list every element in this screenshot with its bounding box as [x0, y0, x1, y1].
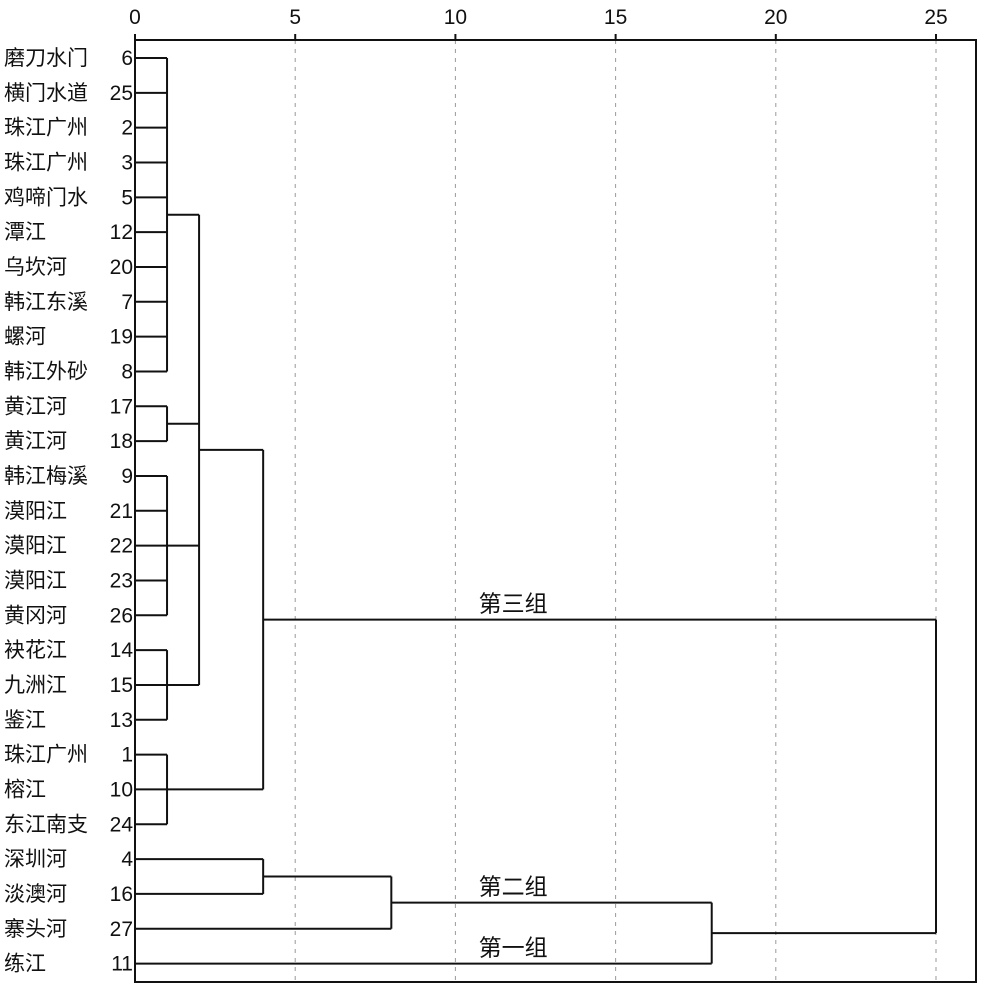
leaf-name: 淡澳河 — [4, 882, 67, 906]
x-tick-label: 5 — [289, 6, 301, 29]
leaf-id: 15 — [110, 674, 133, 697]
leaf-id: 10 — [110, 778, 133, 801]
leaf-name: 黄冈河 — [4, 603, 67, 627]
leaf-id: 24 — [110, 813, 134, 836]
leaf-id: 26 — [110, 604, 133, 627]
leaf-labels: 磨刀水门 6 横门水道 25 珠江广州 2 珠江广州 3 鸡啼门水 5 潭江 12 乌坎河 20 韩江东溪 7… — [4, 46, 133, 976]
leaf-name: 袂花江 — [4, 638, 67, 662]
leaf-name: 韩江东溪 — [4, 290, 88, 314]
x-tick-label: 15 — [604, 6, 627, 29]
leaf-id: 1 — [121, 744, 133, 767]
leaf-name: 横门水道 — [4, 81, 88, 105]
leaf-name: 乌坎河 — [4, 255, 67, 279]
group-label: 第三组 — [479, 592, 548, 618]
leaf-name: 榕江 — [4, 777, 46, 801]
leaf-name: 磨刀水门 — [4, 46, 88, 70]
leaf-id: 6 — [121, 47, 133, 70]
leaf-name: 鉴江 — [4, 708, 46, 732]
leaf-id: 17 — [110, 395, 133, 418]
x-axis: 0 5 10 15 20 25 — [129, 6, 948, 40]
leaf-id: 27 — [110, 918, 133, 941]
leaf-id: 7 — [121, 291, 133, 314]
leaf-name: 韩江外砂 — [4, 359, 88, 383]
leaf-id: 21 — [110, 500, 133, 523]
x-tick-label: 20 — [764, 6, 787, 29]
leaf-name: 韩江梅溪 — [4, 464, 88, 488]
leaf-name: 漠阳江 — [4, 568, 67, 592]
leaf-name: 东江南支 — [4, 812, 88, 836]
leaf-name: 九洲江 — [4, 673, 67, 697]
leaf-id: 13 — [110, 709, 133, 732]
leaf-id: 20 — [110, 256, 133, 279]
plot-frame — [134, 39, 977, 983]
leaf-name: 珠江广州 — [4, 150, 88, 174]
leaf-name: 深圳河 — [4, 847, 67, 871]
group-label: 第二组 — [479, 875, 548, 901]
dendrogram-links — [135, 57, 937, 965]
leaf-name: 螺河 — [4, 325, 46, 349]
leaf-id: 16 — [110, 883, 133, 906]
leaf-id: 4 — [121, 848, 133, 871]
leaf-id: 12 — [110, 221, 133, 244]
leaf-name: 珠江广州 — [4, 116, 88, 140]
leaf-id: 22 — [110, 535, 133, 558]
leaf-name: 潭江 — [4, 220, 46, 244]
leaf-name: 漠阳江 — [4, 499, 67, 523]
x-tick-label: 10 — [444, 6, 467, 29]
leaf-id: 9 — [121, 465, 133, 488]
leaf-id: 14 — [110, 639, 134, 662]
leaf-id: 8 — [121, 360, 133, 383]
leaf-id: 3 — [121, 151, 133, 174]
x-tick-label: 0 — [129, 6, 141, 29]
x-tick-label: 25 — [924, 6, 947, 29]
leaf-id: 5 — [121, 186, 133, 209]
group-label: 第一组 — [479, 936, 548, 962]
leaf-name: 黄江河 — [4, 394, 67, 418]
leaf-name: 寨头河 — [4, 917, 67, 941]
leaf-name: 黄江河 — [4, 429, 67, 453]
leaf-name: 练江 — [4, 952, 46, 976]
leaf-name: 漠阳江 — [4, 534, 67, 558]
leaf-id: 19 — [110, 326, 133, 349]
leaf-name: 珠江广州 — [4, 743, 88, 767]
leaf-id: 25 — [110, 82, 133, 105]
leaf-id: 23 — [110, 569, 133, 592]
grid-lines — [294, 40, 937, 982]
leaf-id: 11 — [111, 953, 133, 976]
leaf-name: 鸡啼门水 — [4, 185, 88, 209]
leaf-id: 2 — [121, 117, 133, 140]
leaf-id: 18 — [110, 430, 133, 453]
